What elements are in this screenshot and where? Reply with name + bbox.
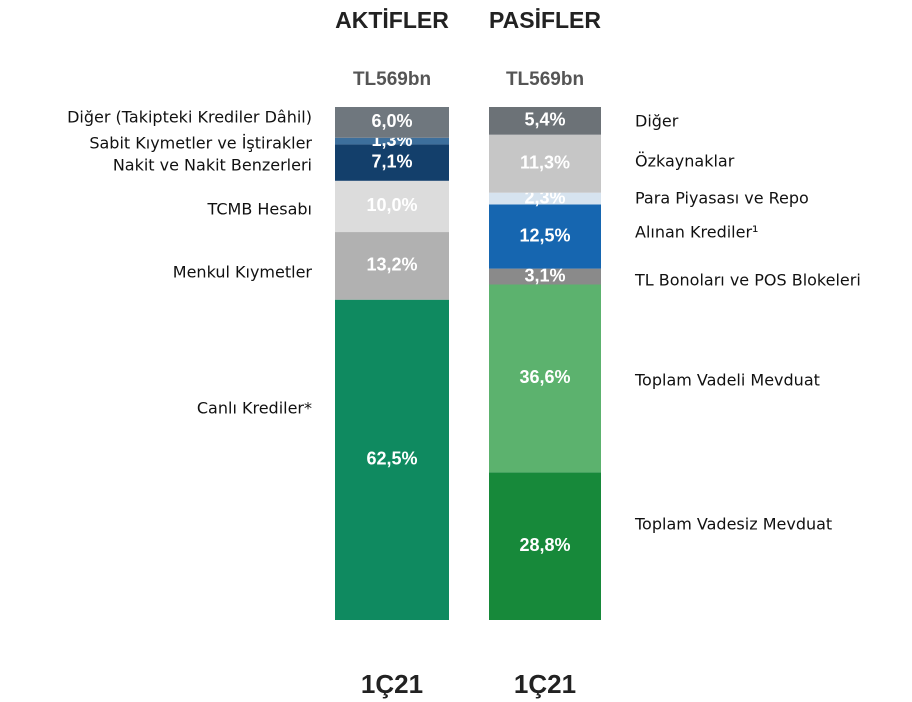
bar-segment [489,192,601,205]
column-title: PASİFLER [489,7,601,33]
value-label: 62,5% [366,449,417,469]
bar-segment [489,268,601,285]
segment-name: Nakit ve Nakit Benzerleri [113,156,312,175]
column-total: TL569bn [353,69,431,90]
segment-name: Sabit Kıymetler ve İştirakler [89,134,312,153]
value-label: 7,1% [371,151,412,171]
value-label: 3,1% [524,265,565,285]
segment-name: TCMB Hesabı [207,200,313,219]
segment-name: Diğer [635,112,679,131]
segment-name: Toplam Vadeli Mevduat [634,371,820,390]
value-label: 11,3% [520,152,570,172]
value-label: 36,6% [519,367,570,387]
bar-segment [335,107,449,138]
bar-segment [335,299,449,620]
bar-segment [335,232,449,300]
bar-segment [489,107,601,135]
segment-name: Menkul Kıymetler [173,263,313,282]
segment-name: Alınan Krediler¹ [635,223,758,242]
column-title: AKTİFLER [335,7,449,33]
value-label: 6,0% [371,111,412,131]
value-label: 13,2% [366,255,417,275]
segment-name: Diğer (Takipteki Krediler Dâhil) [67,108,312,127]
segment-name: TL Bonoları ve POS Blokeleri [634,271,861,290]
x-tick-label: 1Ç21 [514,669,576,699]
bar-segment [489,472,601,620]
column-total: TL569bn [506,69,584,90]
segment-name: Para Piyasası ve Repo [635,189,809,208]
bar-segment [489,204,601,269]
bar-segment [489,134,601,193]
value-label: 5,4% [524,110,565,130]
segment-name: Özkaynaklar [635,152,735,171]
segment-name: Toplam Vadesiz Mevduat [634,515,832,534]
bar-segment [489,284,601,473]
bar-segment [335,144,449,181]
bar-segment [335,137,449,145]
value-label: 12,5% [519,225,570,245]
value-label: 28,8% [519,535,570,555]
x-tick-label: 1Ç21 [361,669,423,699]
bar-segment [335,180,449,233]
segment-name: Canlı Krediler* [197,399,312,418]
value-label: 10,0% [366,195,417,215]
